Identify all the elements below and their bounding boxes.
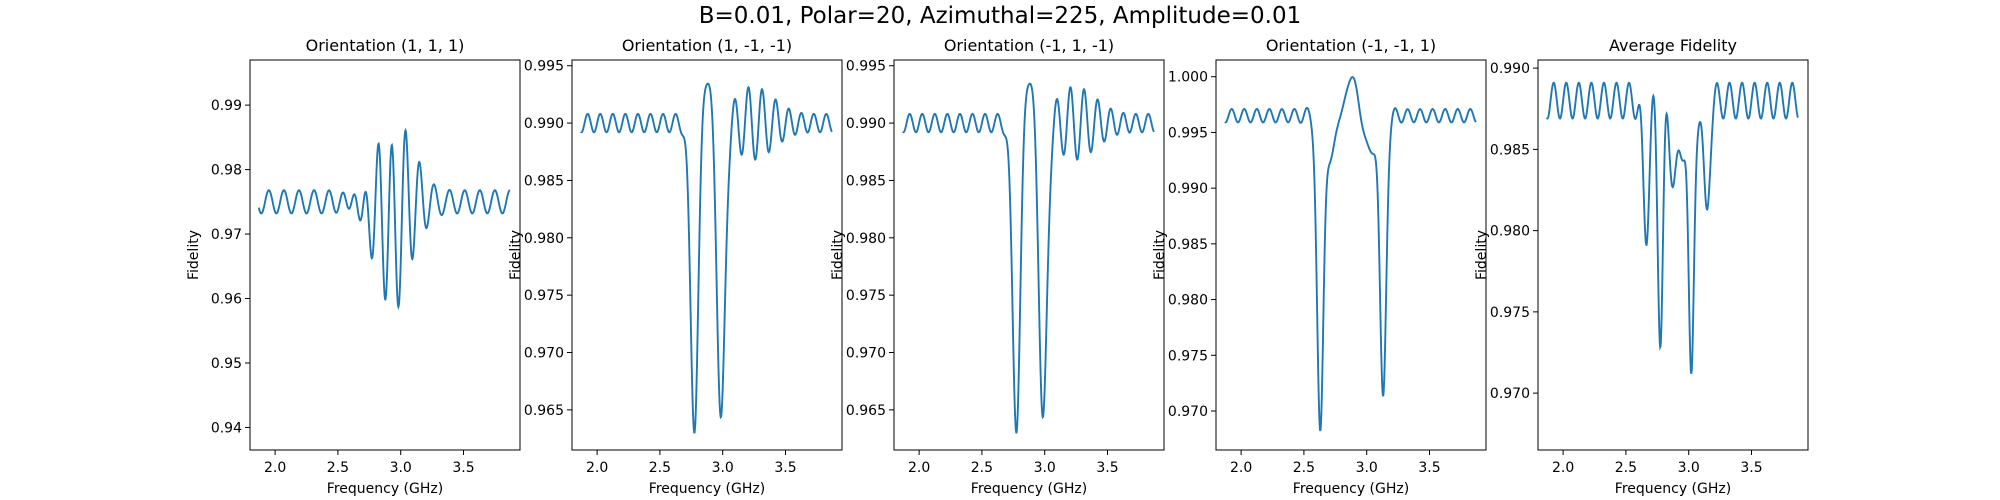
y-tick-label: 1.000 bbox=[1168, 70, 1208, 86]
x-tick-label: 3.5 bbox=[1418, 460, 1440, 476]
y-tick-label: 0.96 bbox=[211, 292, 242, 308]
y-tick-label: 0.970 bbox=[846, 346, 886, 362]
subplot-2: 2.0 2.5 3.0 3.5 0.965 0.970 0.975 0.980 0.985 0.9… bbox=[508, 36, 843, 497]
x-axis-label: Frequency (GHz) bbox=[971, 481, 1087, 497]
x-tick-label: 3.5 bbox=[1740, 460, 1762, 476]
x-axis-label: Frequency (GHz) bbox=[1615, 481, 1731, 497]
y-tick-label: 0.980 bbox=[846, 231, 886, 247]
series-line bbox=[580, 82, 833, 434]
x-tick-label: 2.0 bbox=[586, 460, 608, 476]
axes-frame bbox=[1537, 59, 1809, 451]
y-tick-label: 0.970 bbox=[524, 346, 564, 362]
y-tick-label: 0.975 bbox=[524, 288, 564, 304]
y-tick-label: 0.970 bbox=[1490, 386, 1530, 402]
series-line bbox=[257, 127, 511, 310]
x-tick-label: 2.5 bbox=[971, 460, 993, 476]
y-axis-label: Fidelity bbox=[186, 230, 202, 280]
x-axis-label: Frequency (GHz) bbox=[1293, 481, 1409, 497]
subplot-title: Orientation (-1, -1, 1) bbox=[1266, 36, 1436, 55]
y-tick-label: 0.985 bbox=[524, 173, 564, 189]
x-tick-label: 2.5 bbox=[1293, 460, 1315, 476]
y-tick-label: 0.980 bbox=[524, 231, 564, 247]
x-tick-label: 3.0 bbox=[1034, 460, 1056, 476]
x-tick-label: 2.0 bbox=[264, 460, 286, 476]
y-tick-label: 0.95 bbox=[211, 356, 242, 372]
y-tick-label: 0.995 bbox=[524, 59, 564, 75]
y-axis-label: Fidelity bbox=[1152, 230, 1168, 280]
x-tick-label: 3.0 bbox=[390, 460, 412, 476]
y-tick-label: 0.985 bbox=[1168, 237, 1208, 253]
y-tick-label: 0.965 bbox=[524, 403, 564, 419]
y-tick-label: 0.98 bbox=[211, 163, 242, 179]
subplot-3: 2.0 2.5 3.0 3.5 0.965 0.970 0.975 0.980 0.985 0.9… bbox=[830, 36, 1165, 497]
subplot-5: 2.0 2.5 3.0 3.5 0.970 0.975 0.980 0.985 0.990 Ave… bbox=[1474, 36, 1809, 497]
subplot-title: Average Fidelity bbox=[1609, 36, 1737, 55]
series-line bbox=[902, 82, 1155, 434]
y-tick-label: 0.990 bbox=[1168, 181, 1208, 197]
x-tick-label: 2.0 bbox=[908, 460, 930, 476]
y-tick-label: 0.990 bbox=[846, 116, 886, 132]
subplot-title: Orientation (1, -1, -1) bbox=[622, 36, 792, 55]
x-tick-label: 3.5 bbox=[452, 460, 474, 476]
y-tick-label: 0.980 bbox=[1168, 293, 1208, 309]
y-tick-label: 0.99 bbox=[211, 98, 242, 114]
subplot-title: Orientation (-1, 1, -1) bbox=[944, 36, 1114, 55]
y-tick-label: 0.94 bbox=[211, 420, 242, 436]
x-tick-label: 3.0 bbox=[1356, 460, 1378, 476]
x-tick-label: 3.5 bbox=[1096, 460, 1118, 476]
x-axis-label: Frequency (GHz) bbox=[327, 481, 443, 497]
y-tick-label: 0.990 bbox=[524, 116, 564, 132]
x-tick-label: 2.5 bbox=[649, 460, 671, 476]
y-tick-label: 0.995 bbox=[1168, 125, 1208, 141]
x-tick-label: 2.0 bbox=[1552, 460, 1574, 476]
x-axis-label: Frequency (GHz) bbox=[649, 481, 765, 497]
y-tick-label: 0.990 bbox=[1490, 61, 1530, 77]
series-line bbox=[1545, 81, 1799, 374]
y-tick-label: 0.965 bbox=[846, 403, 886, 419]
y-tick-label: 0.970 bbox=[1168, 404, 1208, 420]
y-tick-label: 0.980 bbox=[1490, 224, 1530, 240]
y-tick-label: 0.985 bbox=[846, 173, 886, 189]
axes-frame bbox=[1215, 59, 1487, 451]
y-tick-label: 0.975 bbox=[1168, 348, 1208, 364]
x-tick-label: 3.0 bbox=[1678, 460, 1700, 476]
subplot-1: 2.0 2.5 3.0 3.5 0.94 0.95 0.96 0.97 0.98 0.99 Orie… bbox=[186, 36, 521, 497]
axes-frame bbox=[571, 59, 843, 451]
series-line bbox=[1224, 76, 1477, 432]
x-tick-label: 2.0 bbox=[1230, 460, 1252, 476]
x-tick-label: 2.5 bbox=[1615, 460, 1637, 476]
axes-frame bbox=[893, 59, 1165, 451]
y-tick-label: 0.975 bbox=[846, 288, 886, 304]
y-tick-label: 0.975 bbox=[1490, 305, 1530, 321]
y-axis-label: Fidelity bbox=[830, 230, 846, 280]
subplot-title: Orientation (1, 1, 1) bbox=[306, 36, 465, 55]
subplot-4: 2.0 2.5 3.0 3.5 0.970 0.975 0.980 0.985 0.990 0.9… bbox=[1152, 36, 1487, 497]
axes-frame bbox=[249, 59, 521, 451]
y-axis-label: Fidelity bbox=[1474, 230, 1490, 280]
x-tick-label: 3.5 bbox=[774, 460, 796, 476]
x-tick-label: 3.0 bbox=[712, 460, 734, 476]
figure-title: B=0.01, Polar=20, Azimuthal=225, Amplitu… bbox=[698, 3, 1302, 29]
y-tick-label: 0.985 bbox=[1490, 142, 1530, 158]
y-tick-label: 0.97 bbox=[211, 227, 242, 243]
x-tick-label: 2.5 bbox=[327, 460, 349, 476]
y-axis-label: Fidelity bbox=[508, 230, 524, 280]
y-tick-label: 0.995 bbox=[846, 59, 886, 75]
